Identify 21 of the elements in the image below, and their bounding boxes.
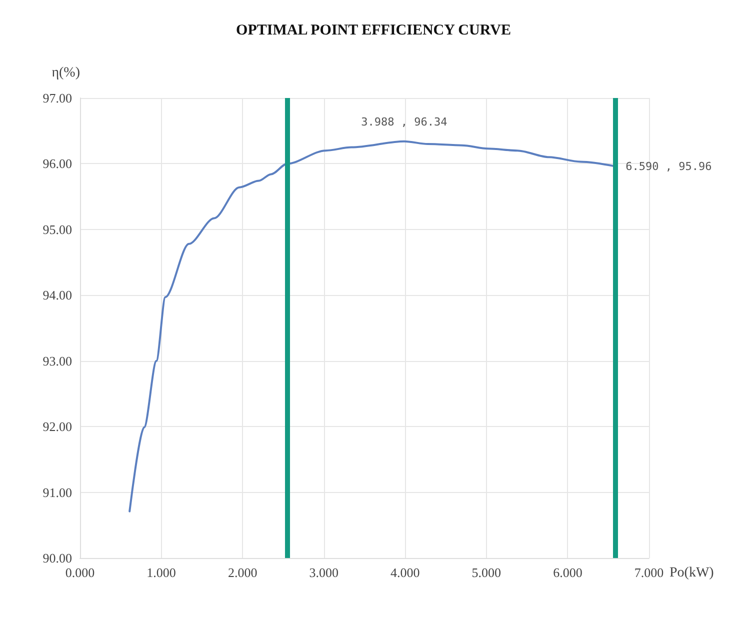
y-axis-title: η(%) [52,66,80,80]
y-tick-label: 90.00 [42,550,72,566]
x-tick-label: 7.000 [634,565,664,580]
chart-title: OPTIMAL POINT EFFICIENCY CURVE [236,22,511,38]
y-tick-label: 96.00 [42,156,72,172]
x-axis-title: Po(kW) [670,566,714,580]
y-tick-label: 92.00 [42,419,72,434]
x-tick-label: 0.000 [65,565,95,580]
y-tick-label: 97.00 [42,90,72,106]
x-tick-label: 6.000 [553,565,582,580]
x-tick-label: 1.000 [146,565,176,580]
x-tick-label: 2.000 [228,565,258,580]
annotation: 3.988 , 96.34 [361,115,448,128]
x-tick-label: 3.000 [309,565,338,580]
y-tick-label: 95.00 [42,222,72,237]
y-tick-label: 91.00 [42,484,72,500]
x-tick-label: 4.000 [390,565,420,580]
y-tick-label: 94.00 [42,288,72,303]
y-tick-label: 93.00 [42,353,72,368]
annotation: 6.590 , 95.96 [626,160,712,173]
x-tick-label: 5.000 [472,565,502,580]
